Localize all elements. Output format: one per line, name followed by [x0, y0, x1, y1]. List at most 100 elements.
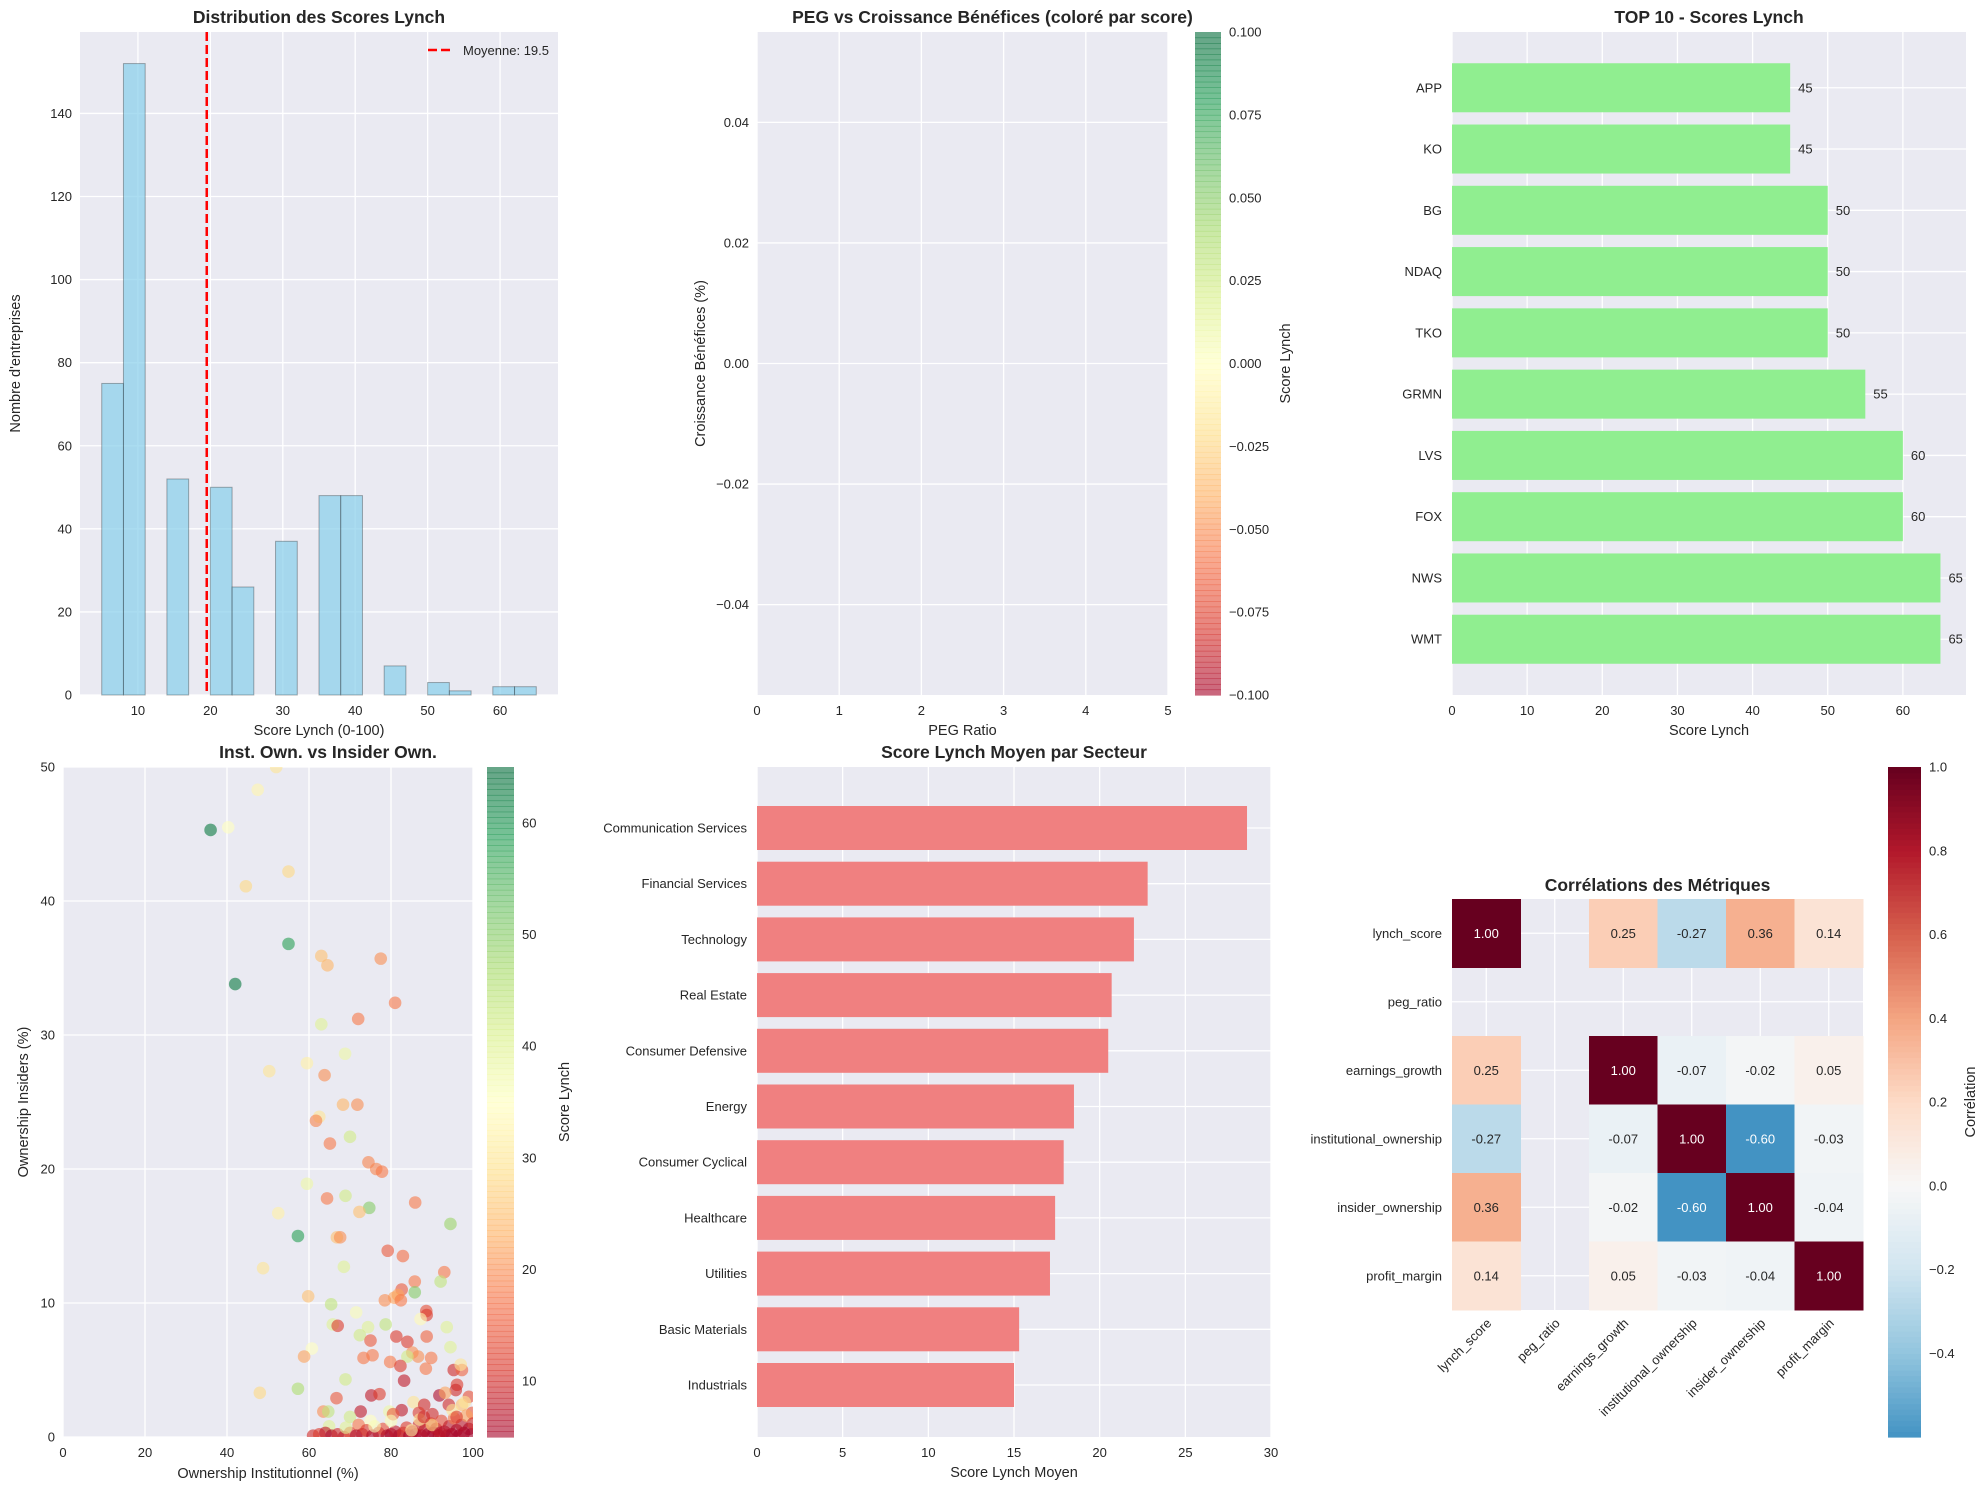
y-tick-label: TKO — [1415, 325, 1442, 340]
heatmap-cell — [1657, 1241, 1727, 1311]
scatter-point — [390, 1330, 403, 1343]
bar-value-label: 65 — [1948, 570, 1962, 585]
colorbar-segment — [487, 1236, 514, 1243]
colorbar-segment — [1195, 512, 1221, 519]
colorbar-segment — [487, 1258, 514, 1265]
colorbar-segment — [1888, 806, 1921, 813]
y-tick-label: KO — [1423, 142, 1442, 157]
colorbar-segment — [1888, 1090, 1921, 1098]
y-tick-label: 10 — [41, 1296, 55, 1311]
colorbar-segment — [1195, 573, 1221, 580]
colorbar-segment — [1888, 940, 1921, 947]
colorbar-segment — [487, 1191, 514, 1198]
heatmap-cell — [1589, 899, 1658, 968]
colorbar-segment — [1195, 170, 1221, 177]
y-tick-label: institutional_ownership — [1310, 1131, 1442, 1146]
colorbar-segment — [1195, 70, 1221, 77]
colorbar-segment — [1888, 889, 1921, 897]
chart-title: PEG vs Croissance Bénéfices (coloré par … — [792, 7, 1193, 27]
colorbar-segment — [1888, 1314, 1921, 1321]
colorbar-segment — [1888, 1023, 1921, 1031]
x-axis-label: Score Lynch — [1669, 723, 1749, 739]
heatmap-cell — [1794, 1036, 1864, 1105]
peg-scatter-panel: 0 1 2 3 4 5 −0.04 −0.02 0.00 0.02 0.04 PEG vs Crois… — [693, 7, 1294, 739]
scatter-point — [343, 1130, 357, 1144]
x-tick-label: 25 — [1178, 1445, 1192, 1460]
colorbar-segment — [487, 1409, 514, 1416]
cell-annotation: 0.25 — [1611, 926, 1636, 941]
colorbar-segment — [1195, 578, 1221, 586]
colorbar-segment — [1888, 928, 1921, 936]
scatter-point — [379, 1318, 392, 1331]
colorbar-segment — [487, 1336, 514, 1343]
scatter-point — [253, 1386, 267, 1400]
colorbar-segment — [1888, 1163, 1921, 1170]
colorbar-segment — [487, 968, 514, 975]
scatter-point — [434, 1275, 447, 1288]
cell-annotation: 0.25 — [1474, 1063, 1499, 1078]
x-tick-label: 15 — [1007, 1445, 1021, 1460]
y-tick-label: Technology — [681, 932, 747, 947]
y-tick-label: 20 — [58, 604, 72, 619]
scatter-point — [349, 1306, 363, 1319]
scatter-point — [351, 1098, 364, 1111]
colorbar-segment — [1195, 181, 1221, 188]
scatter-point — [438, 1386, 452, 1400]
x-tick-label: 10 — [1520, 703, 1534, 718]
scatter-points — [204, 767, 473, 1437]
colorbar-segment — [487, 1286, 514, 1293]
colorbar-segment — [487, 1291, 514, 1299]
colorbar-segment — [487, 1314, 514, 1321]
cell-annotation: -0.03 — [1677, 1268, 1707, 1283]
colorbar-segment — [1195, 534, 1221, 541]
colorbar-segment — [1888, 1319, 1921, 1326]
scatter-point — [353, 1328, 367, 1342]
scatter-point — [373, 1387, 386, 1401]
colorbar-segment — [1888, 1224, 1921, 1232]
colorbar-segment — [1195, 324, 1221, 331]
colorbar-segment — [1888, 1397, 1921, 1405]
x-tick-label: 100 — [462, 1445, 484, 1460]
scatter-point — [396, 1249, 410, 1263]
legend-label: Moyenne: 19.5 — [463, 43, 549, 58]
sector-bar — [757, 1307, 1020, 1352]
colorbar-segment — [1888, 990, 1921, 997]
colorbar-segment — [487, 1118, 514, 1125]
colorbar-segment — [487, 956, 514, 964]
x-tick-label: 20 — [1595, 703, 1609, 718]
x-tick-label: 60 — [493, 703, 507, 718]
colorbar-segment — [1195, 407, 1221, 414]
colorbar-segment — [1195, 125, 1221, 133]
colorbar-segment — [487, 1035, 514, 1042]
colorbar-segment — [1888, 817, 1921, 824]
colorbar-tick-label: 0.6 — [1929, 927, 1947, 942]
scatter-point — [433, 1426, 447, 1437]
y-tick-label: earnings_growth — [1346, 1063, 1442, 1078]
colorbar-segment — [1195, 650, 1221, 657]
colorbar-segment — [1195, 363, 1221, 370]
scatter-point — [300, 1056, 314, 1070]
colorbar-segment — [487, 1397, 514, 1405]
scatter-point — [381, 1244, 395, 1258]
colorbar-segment — [1888, 856, 1921, 863]
cell-annotation: -0.27 — [1677, 926, 1707, 941]
histogram-bar — [166, 478, 190, 696]
colorbar-segment — [1888, 878, 1921, 885]
heatmap-cell — [1452, 899, 1521, 968]
colorbar-segment — [1888, 845, 1921, 852]
colorbar-segment — [1888, 1068, 1921, 1075]
colorbar-segment — [487, 1180, 514, 1187]
scatter-point — [305, 1342, 319, 1355]
colorbar-segment — [1888, 1079, 1921, 1086]
colorbar-segment — [487, 990, 514, 997]
colorbar-segment — [1195, 330, 1221, 337]
colorbar-segment — [487, 951, 514, 958]
colorbar-segment — [1888, 1051, 1921, 1058]
y-tick-label: 30 — [41, 1028, 55, 1043]
colorbar-segment — [487, 778, 514, 785]
colorbar-segment — [1195, 32, 1221, 39]
colorbar-segment — [1888, 1409, 1921, 1416]
colorbar-segment — [1195, 396, 1221, 403]
colorbar-segment — [487, 1431, 514, 1438]
